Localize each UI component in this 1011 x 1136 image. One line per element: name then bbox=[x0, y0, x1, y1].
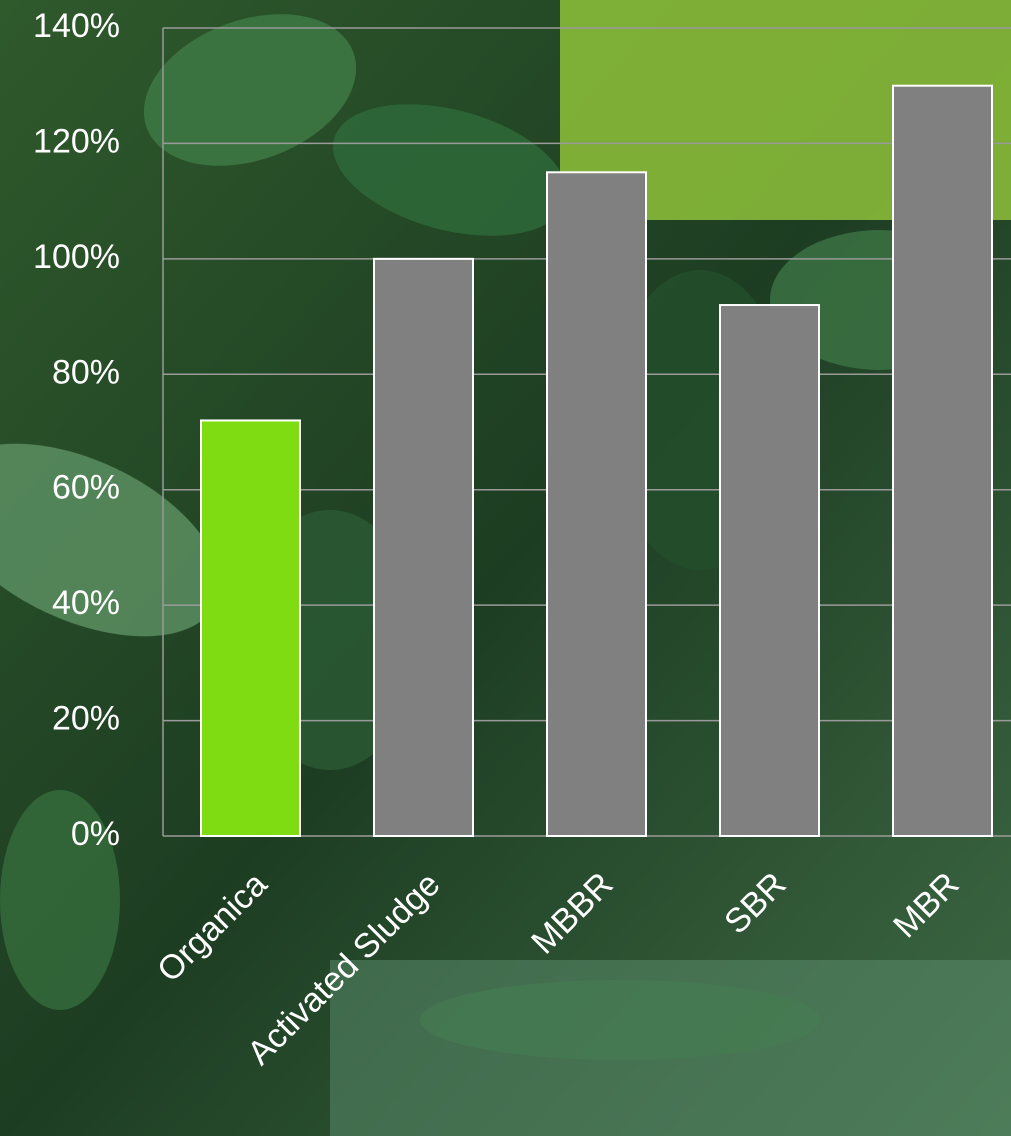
y-tick-label: 80% bbox=[52, 353, 120, 391]
y-tick-label: 40% bbox=[52, 584, 120, 622]
y-tick-label: 120% bbox=[33, 122, 120, 160]
y-tick-label: 20% bbox=[52, 700, 120, 738]
y-tick-label: 100% bbox=[33, 238, 120, 276]
bar bbox=[719, 304, 820, 837]
y-tick-label: 140% bbox=[33, 7, 120, 45]
bar bbox=[373, 257, 474, 838]
bar bbox=[200, 419, 301, 837]
y-tick-label: 60% bbox=[52, 469, 120, 507]
y-tick-label: 0% bbox=[71, 815, 120, 853]
bar bbox=[892, 84, 993, 837]
bar bbox=[546, 171, 647, 838]
